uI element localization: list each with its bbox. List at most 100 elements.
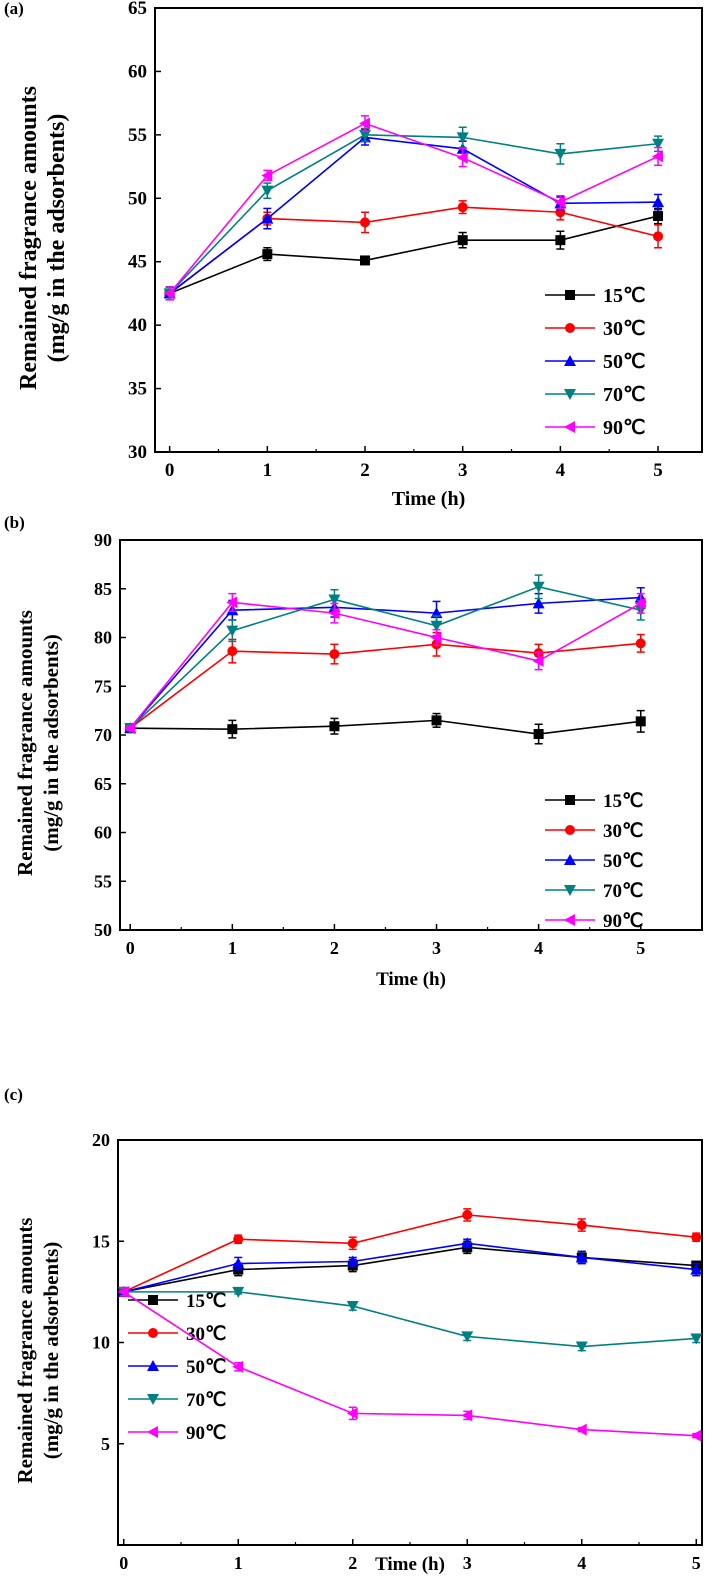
data-point (359, 129, 372, 141)
y-tick-label: 80 (94, 628, 112, 648)
y-axis-label-line2: (mg/g in the adsorbents) (44, 114, 70, 363)
y-tick-label: 60 (128, 61, 147, 82)
y-tick-label: 50 (128, 188, 147, 209)
data-point (124, 722, 136, 735)
x-axis-label: Time (h) (375, 1554, 445, 1575)
y-tick-label: 40 (128, 315, 147, 336)
legend-marker (147, 1394, 159, 1405)
y-tick-label: 30 (128, 442, 147, 463)
data-point (461, 1331, 474, 1343)
legend-item: 30℃ (545, 821, 643, 842)
data-point (328, 594, 341, 606)
y-axis-label-line1: Remained fragrance amounts (16, 86, 42, 390)
data-point (533, 729, 544, 740)
data-point (634, 597, 646, 610)
legend-item: 90℃ (128, 1423, 226, 1444)
series-line (123, 1291, 697, 1437)
legend-marker (565, 290, 575, 300)
legend-label: 15℃ (603, 285, 645, 307)
legend-item: 90℃ (545, 417, 645, 439)
y-axis-label-line2: (mg/g in the adsorbents) (39, 1242, 63, 1460)
panel-label: (b) (4, 513, 25, 532)
data-point (457, 202, 468, 213)
legend-marker (564, 885, 576, 896)
y-tick-label: 50 (94, 920, 112, 940)
series-line (169, 215, 659, 295)
legend-item: 15℃ (128, 1291, 226, 1312)
legend-label: 70℃ (603, 384, 645, 406)
y-tick-label: 60 (94, 823, 112, 843)
x-tick-label: 2 (360, 460, 370, 481)
data-point (261, 169, 273, 182)
series-line (169, 134, 659, 294)
data-point (346, 1301, 359, 1313)
data-point (232, 1286, 245, 1298)
y-tick-label: 55 (94, 871, 112, 891)
legend-item: 70℃ (128, 1390, 226, 1411)
y-tick-label: 75 (94, 676, 112, 696)
legend-label: 70℃ (186, 1390, 226, 1411)
series-line (129, 601, 642, 729)
series-70c (124, 574, 647, 735)
legend-marker (564, 421, 575, 433)
data-point (575, 1251, 588, 1263)
y-axis-label-line2: (mg/g in the adsorbents) (39, 634, 63, 852)
chart-panel-c: (c) 5 10 15 20 0 1 2 3 4 5 Time (h) Remained fragran… (4, 1085, 703, 1575)
legend-item: 15℃ (545, 285, 645, 307)
legend-label: 50℃ (603, 851, 643, 872)
series-30c (125, 631, 646, 734)
legend-label: 50℃ (603, 351, 645, 373)
legend-item: 50℃ (128, 1357, 226, 1378)
x-tick-label: 3 (432, 938, 441, 958)
y-tick-label: 65 (128, 0, 147, 19)
legend-label: 30℃ (603, 821, 643, 842)
legend-marker (565, 795, 575, 805)
y-axis-label-line1: Remained fragrance amounts (13, 610, 37, 876)
y-tick-label: 65 (94, 774, 112, 794)
legend-item: 70℃ (545, 384, 645, 406)
y-tick-label: 55 (128, 125, 147, 146)
data-point (261, 212, 274, 224)
x-tick-label: 2 (330, 938, 339, 958)
legend-marker (564, 389, 576, 400)
x-tick-label: 0 (119, 1553, 128, 1573)
legend-marker (565, 825, 575, 835)
series-15c (164, 207, 664, 301)
legend-marker (564, 914, 575, 926)
legend-label: 15℃ (186, 1291, 226, 1312)
data-point (532, 597, 545, 609)
data-point (117, 1285, 129, 1298)
x-tick-label: 1 (263, 460, 273, 481)
y-tick-label: 20 (92, 1130, 110, 1150)
data-point (360, 217, 371, 228)
legend-item: 50℃ (545, 851, 643, 872)
data-point (430, 620, 443, 632)
series-line (169, 122, 659, 294)
x-tick-label: 4 (556, 460, 566, 481)
series-90c (124, 592, 646, 735)
y-tick-label: 70 (94, 725, 112, 745)
plot-frame (154, 7, 703, 453)
data-point (690, 1333, 703, 1345)
data-point (575, 1341, 588, 1353)
x-axis-label: Time (h) (392, 488, 466, 510)
data-point (226, 625, 239, 637)
data-point (461, 1409, 473, 1422)
data-point (233, 1234, 244, 1245)
legend-item: 50℃ (545, 351, 645, 373)
legend-marker (147, 1426, 158, 1438)
series-line (123, 1291, 697, 1348)
legend-item: 15℃ (545, 791, 643, 812)
data-point (431, 715, 442, 726)
series-90c (163, 115, 664, 301)
data-point (227, 646, 238, 657)
data-point (456, 132, 469, 144)
series-line (169, 136, 659, 295)
y-tick-label: 45 (128, 252, 147, 273)
y-tick-label: 5 (101, 1434, 110, 1454)
legend-item: 30℃ (545, 318, 645, 340)
data-point (227, 724, 238, 735)
x-tick-label: 3 (458, 460, 468, 481)
series-line (129, 596, 641, 729)
